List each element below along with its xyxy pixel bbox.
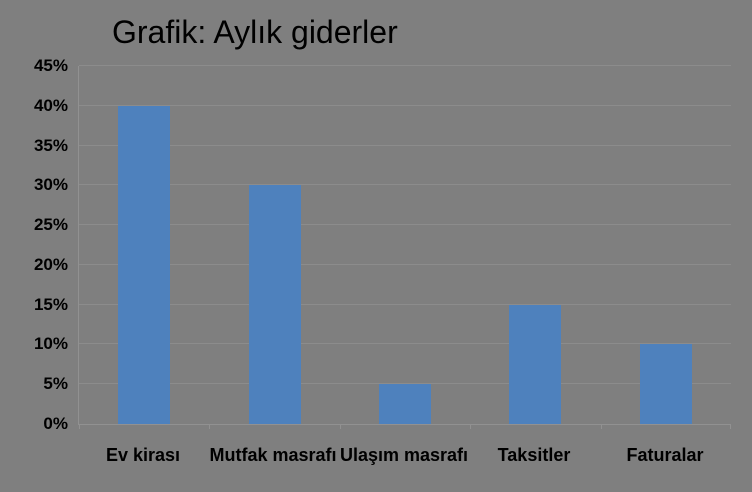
gridline <box>79 304 731 305</box>
bar <box>118 106 170 424</box>
y-tick-label: 30% <box>33 175 68 194</box>
y-tick-label: 20% <box>33 255 68 274</box>
gridline <box>79 264 731 265</box>
gridline <box>79 224 731 225</box>
category-label: Taksitler <box>497 445 571 465</box>
gridline <box>79 145 731 146</box>
bar <box>379 384 431 424</box>
y-tick-label: 5% <box>43 374 68 393</box>
y-tick-label: 35% <box>33 136 68 155</box>
x-tick-mark <box>209 424 210 429</box>
bar <box>509 305 561 424</box>
gridline <box>79 343 731 344</box>
category-label: Ev kirası <box>105 445 181 465</box>
y-tick-label: 0% <box>43 414 68 433</box>
x-tick-mark <box>340 424 341 429</box>
bar <box>249 185 301 424</box>
gridline <box>79 105 731 106</box>
chart-title: Grafik: Aylık giderler <box>112 14 398 50</box>
category-label: Ulaşım masrafı <box>339 445 469 465</box>
bar <box>640 344 692 424</box>
plot-area <box>78 65 731 429</box>
y-tick-label: 10% <box>33 334 68 353</box>
category-label: Faturalar <box>626 445 704 465</box>
x-tick-mark <box>601 424 602 429</box>
y-tick-label: 40% <box>33 96 68 115</box>
x-tick-mark <box>470 424 471 429</box>
y-tick-label: 45% <box>33 56 68 75</box>
category-label: Mutfak masrafı <box>209 445 337 465</box>
x-tick-mark <box>730 424 731 429</box>
gridline <box>79 383 731 384</box>
gridline <box>79 184 731 185</box>
y-tick-label: 15% <box>33 295 68 314</box>
gridline <box>79 65 731 66</box>
y-tick-label: 25% <box>33 215 68 234</box>
x-tick-mark <box>79 424 80 429</box>
